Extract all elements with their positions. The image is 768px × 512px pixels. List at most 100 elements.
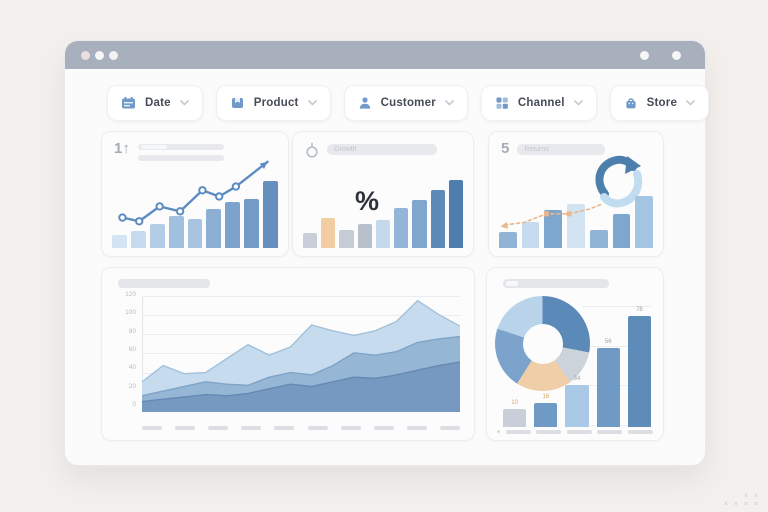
filter-customer-label: Customer [380,97,436,109]
bar [635,196,654,248]
x-tick-skeleton [505,429,531,434]
bar [394,207,409,248]
returns-bar-chart [499,184,654,248]
chevron-down-icon [445,100,454,106]
bar [499,232,517,248]
x-tick-skeleton [175,425,196,430]
bar [187,219,203,248]
filter-product-label: Product [253,97,299,109]
window-dot-1[interactable] [81,51,90,60]
calendar-icon [122,96,135,109]
bar [206,209,222,248]
x-tick-skeleton [566,429,592,434]
bar [321,217,336,248]
bar [534,403,558,427]
bar [567,203,585,248]
breakdown-donut-chart [495,296,590,391]
y-tick-label: 40 [128,364,136,372]
bar [303,232,318,248]
card-returns-header: 5 Returns [501,140,606,157]
bar [263,181,279,248]
app-window: Date Product Custo [64,40,710,466]
window-dot-3[interactable] [109,51,118,60]
bar [130,230,146,248]
card-growth: Growth % [292,131,474,257]
x-tick-skeleton [627,429,653,434]
card-volume: 120 100 80 60 40 20 0 [101,267,475,441]
gridline [143,315,460,317]
filter-product[interactable]: Product [215,85,331,121]
watermark: × × × × × × [723,493,760,508]
bar [244,199,260,248]
skeleton-text [137,144,224,161]
filter-date[interactable]: Date [107,85,203,121]
bar [596,347,620,427]
card-trend-header: 1↑ [114,141,224,161]
breakdown-x-axis [497,429,653,434]
filter-channel[interactable]: Channel [480,85,597,121]
volume-y-axis: 120 100 80 60 40 20 0 [110,291,139,408]
product-icon [231,98,243,108]
bar [412,199,427,248]
bar [627,316,652,427]
y-tick-label: 20 [128,382,136,390]
volume-area-chart [142,299,460,412]
growth-skeleton-pill: Growth [327,144,437,155]
bar [149,224,165,248]
returns-header-text: 5 [501,140,510,157]
filter-bar: Date Product Custo [107,85,710,121]
gridline [583,306,651,307]
axis-dot [497,430,500,434]
card-returns: 5 Returns [488,131,664,257]
donut-hole [522,323,563,364]
y-tick-label: 100 [125,309,136,317]
filter-customer[interactable]: Customer [343,85,468,121]
dashboard-content: Date Product Custo [65,69,710,465]
x-tick-skeleton [307,425,328,430]
customer-icon [359,97,370,109]
bar [357,224,372,248]
bar [430,189,445,248]
returns-pill-text: Returns [524,146,549,153]
chevron-down-icon [179,100,189,106]
bar-value-label: 78 [636,307,643,313]
gridline [143,296,460,297]
bar-value-label: 34 [573,376,581,382]
x-tick-skeleton [406,425,427,430]
x-tick-skeleton [373,425,394,430]
bar-value-label: 56 [604,338,612,345]
x-tick-skeleton [142,425,162,430]
bar [225,201,241,248]
window-dot-right-2[interactable] [672,51,681,60]
card-breakdown: 10 16 34 56 78 [486,267,664,441]
bar-value-label: 10 [511,400,518,406]
growth-badge-icon [306,142,318,158]
bar [521,221,540,248]
x-tick-skeleton [274,425,295,430]
window-dot-2[interactable] [95,51,104,60]
y-tick-label: 0 [132,400,136,408]
card-trend: 1↑ [101,131,289,257]
chevron-down-icon [573,100,583,106]
x-tick-skeleton [208,425,229,430]
x-tick-skeleton [439,425,460,430]
filter-store[interactable]: Store [609,85,710,121]
titlebar [65,41,705,69]
bar [112,235,127,248]
store-icon [626,98,636,109]
growth-bar-chart [303,176,463,248]
bar [375,219,391,248]
percent-symbol: % [355,186,380,216]
window-dot-right-1[interactable] [640,51,649,60]
filter-channel-label: Channel [517,97,565,109]
bar [589,230,608,248]
gridline [583,345,651,347]
chevron-down-icon [686,100,695,106]
bar [544,210,563,248]
volume-x-axis [142,425,460,430]
bar [168,216,184,248]
x-tick-skeleton [241,425,262,430]
growth-pill-text: Growth [334,146,357,153]
bar-value-label: 16 [542,394,550,400]
filter-store-label: Store [646,97,678,109]
